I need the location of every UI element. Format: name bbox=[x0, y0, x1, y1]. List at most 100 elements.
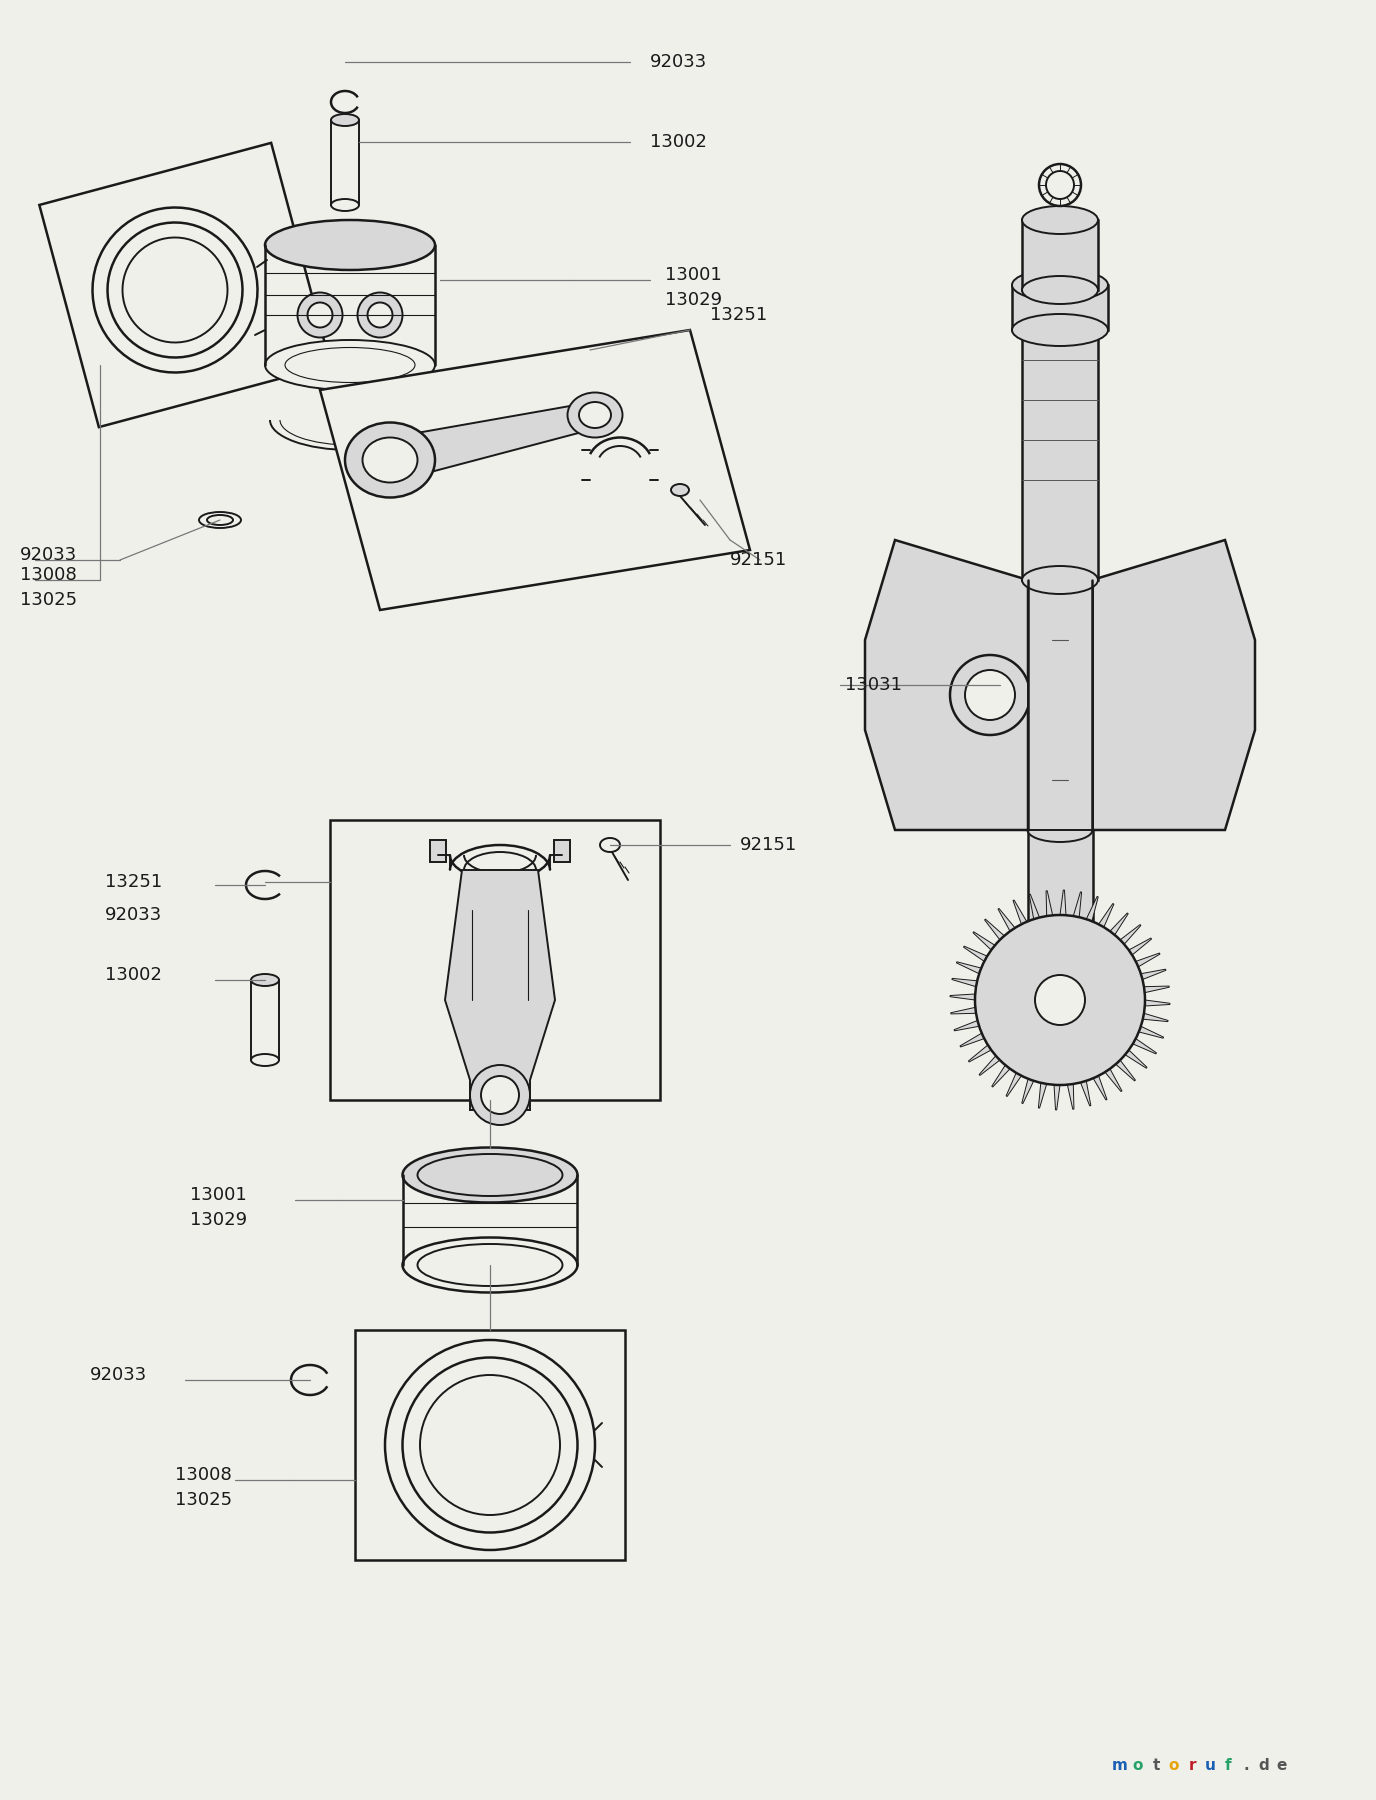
Ellipse shape bbox=[1039, 164, 1082, 205]
Text: u: u bbox=[1204, 1757, 1215, 1773]
Ellipse shape bbox=[976, 914, 1145, 1085]
Ellipse shape bbox=[1028, 1008, 1093, 1031]
Ellipse shape bbox=[471, 1066, 530, 1125]
Text: 92033: 92033 bbox=[89, 1366, 147, 1384]
Ellipse shape bbox=[345, 423, 435, 497]
Text: 13002: 13002 bbox=[105, 967, 162, 985]
Ellipse shape bbox=[567, 392, 622, 437]
Polygon shape bbox=[40, 142, 330, 427]
Polygon shape bbox=[866, 540, 1028, 830]
Ellipse shape bbox=[362, 437, 417, 482]
Polygon shape bbox=[1060, 889, 1066, 914]
Text: m: m bbox=[1112, 1757, 1128, 1773]
Ellipse shape bbox=[358, 292, 403, 338]
Polygon shape bbox=[1080, 1080, 1091, 1105]
Polygon shape bbox=[1039, 1084, 1047, 1109]
Text: 92033: 92033 bbox=[649, 52, 707, 70]
Ellipse shape bbox=[579, 401, 611, 428]
Ellipse shape bbox=[332, 200, 359, 211]
Bar bbox=[1022, 320, 1098, 580]
Polygon shape bbox=[1086, 896, 1098, 922]
Ellipse shape bbox=[1022, 306, 1098, 335]
Polygon shape bbox=[992, 1066, 1010, 1087]
Bar bbox=[1011, 284, 1108, 329]
Polygon shape bbox=[1105, 1069, 1121, 1091]
Bar bbox=[1028, 830, 1093, 1021]
Polygon shape bbox=[1132, 1039, 1156, 1053]
Ellipse shape bbox=[1046, 171, 1075, 200]
Polygon shape bbox=[973, 932, 995, 950]
Polygon shape bbox=[385, 401, 597, 481]
Polygon shape bbox=[952, 979, 977, 986]
Polygon shape bbox=[956, 961, 981, 974]
Text: 92033: 92033 bbox=[105, 905, 162, 923]
Polygon shape bbox=[321, 329, 750, 610]
Text: 13251: 13251 bbox=[105, 873, 162, 891]
Text: 13029: 13029 bbox=[190, 1211, 248, 1229]
Ellipse shape bbox=[266, 220, 435, 270]
Text: 13025: 13025 bbox=[21, 590, 77, 608]
Bar bbox=[555, 841, 570, 862]
Text: 13008: 13008 bbox=[175, 1465, 231, 1483]
Polygon shape bbox=[985, 920, 1004, 940]
Ellipse shape bbox=[250, 974, 279, 986]
Ellipse shape bbox=[1022, 205, 1098, 234]
Ellipse shape bbox=[1022, 275, 1098, 304]
Ellipse shape bbox=[965, 670, 1015, 720]
Ellipse shape bbox=[297, 292, 343, 338]
Polygon shape bbox=[1143, 986, 1170, 992]
Text: 13029: 13029 bbox=[665, 292, 722, 310]
Bar bbox=[1022, 220, 1098, 290]
Polygon shape bbox=[1145, 1001, 1170, 1006]
Ellipse shape bbox=[949, 655, 1031, 734]
Ellipse shape bbox=[367, 302, 392, 328]
Ellipse shape bbox=[285, 347, 416, 383]
Ellipse shape bbox=[1011, 313, 1108, 346]
Text: 92033: 92033 bbox=[21, 545, 77, 563]
Polygon shape bbox=[963, 947, 987, 961]
Ellipse shape bbox=[206, 515, 233, 526]
Polygon shape bbox=[1098, 904, 1115, 927]
Text: .: . bbox=[1243, 1757, 1249, 1773]
Polygon shape bbox=[960, 1033, 984, 1048]
Text: 13031: 13031 bbox=[845, 677, 903, 695]
Polygon shape bbox=[969, 1046, 991, 1062]
Ellipse shape bbox=[403, 1148, 578, 1202]
Polygon shape bbox=[1120, 925, 1141, 945]
Polygon shape bbox=[1073, 893, 1082, 918]
Text: f: f bbox=[1225, 1757, 1232, 1773]
Ellipse shape bbox=[417, 1154, 563, 1195]
Ellipse shape bbox=[1011, 268, 1108, 301]
Polygon shape bbox=[1013, 900, 1026, 923]
Polygon shape bbox=[1046, 891, 1053, 916]
Ellipse shape bbox=[307, 302, 333, 328]
Ellipse shape bbox=[417, 1244, 563, 1285]
Text: t: t bbox=[1152, 1757, 1160, 1773]
Text: 92151: 92151 bbox=[731, 551, 787, 569]
Ellipse shape bbox=[1035, 976, 1086, 1024]
Ellipse shape bbox=[266, 340, 435, 391]
Polygon shape bbox=[1135, 952, 1160, 967]
Polygon shape bbox=[1029, 895, 1039, 920]
Ellipse shape bbox=[1028, 817, 1093, 842]
Text: o: o bbox=[1168, 1757, 1179, 1773]
Polygon shape bbox=[954, 1021, 980, 1031]
Polygon shape bbox=[1093, 1076, 1106, 1100]
Ellipse shape bbox=[1022, 565, 1098, 594]
Polygon shape bbox=[1110, 913, 1128, 934]
Polygon shape bbox=[980, 1057, 1000, 1075]
Ellipse shape bbox=[403, 1238, 578, 1292]
Text: 13001: 13001 bbox=[190, 1186, 246, 1204]
Polygon shape bbox=[1143, 1013, 1168, 1022]
Text: d: d bbox=[1259, 1757, 1270, 1773]
Text: 92151: 92151 bbox=[740, 835, 797, 853]
Polygon shape bbox=[1068, 1084, 1073, 1109]
Text: 13001: 13001 bbox=[665, 266, 722, 284]
Polygon shape bbox=[1006, 1073, 1021, 1096]
Polygon shape bbox=[1126, 1049, 1148, 1067]
Bar bbox=[330, 821, 660, 1100]
Polygon shape bbox=[444, 869, 555, 1111]
Text: r: r bbox=[1189, 1757, 1196, 1773]
Text: o: o bbox=[1132, 1757, 1143, 1773]
Text: 13008: 13008 bbox=[21, 565, 77, 583]
